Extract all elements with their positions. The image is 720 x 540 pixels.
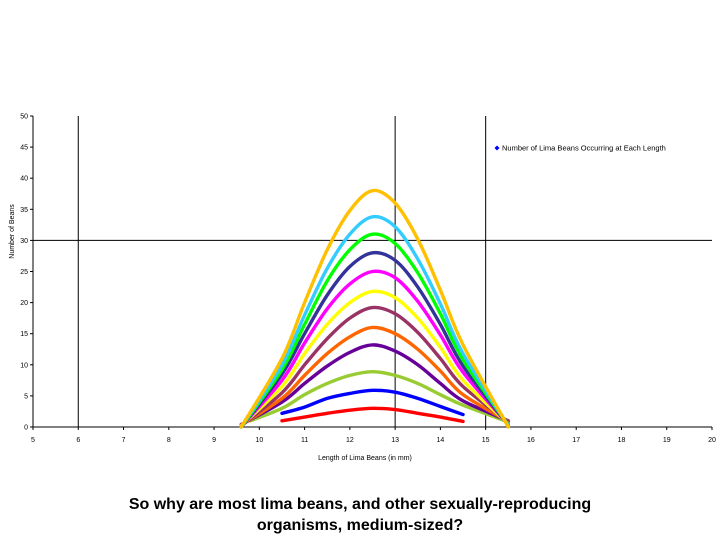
y-tick-label: 10 [20,362,28,369]
y-tick-label: 20 [20,300,28,307]
legend-label: Number of Lima Beans Occurring at Each L… [502,144,666,153]
series-layer [239,188,510,429]
caption-line-2: organisms, medium-sized? [256,517,464,534]
x-tick-label: 7 [122,437,126,444]
series-line-8 [239,269,510,429]
y-tick-label: 0 [24,425,28,432]
series-line-12 [239,188,510,429]
y-tick-label: 30 [20,238,28,245]
x-tick-label: 19 [663,437,671,444]
legend-marker-diamond [494,145,500,151]
y-tick-label: 35 [20,207,28,214]
series-line-2 [280,388,465,417]
x-tick-label: 5 [31,437,35,444]
series-line-1 [280,406,465,424]
series-line-9 [239,250,510,429]
caption-line-1: So why are most lima beans, and other se… [128,496,592,513]
y-tick-label: 5 [24,393,28,400]
x-tick-label: 14 [437,437,445,444]
x-axis-title: Length of Lima Beans (in mm) [318,455,412,462]
series-line-11 [239,214,510,429]
x-tick-label: 8 [167,437,171,444]
series-line-6 [239,305,510,428]
y-tick-labels: 0 5 10 15 20 25 30 35 40 45 50 [20,114,33,432]
series-line-4 [239,343,510,427]
x-tick-label: 6 [76,437,80,444]
y-axis-title: Number of Beans [9,204,16,259]
x-tick-labels: 5 6 7 8 9 10 11 12 13 14 15 16 17 18 19 20 [31,427,716,444]
series-line-7 [239,289,510,428]
y-tick-label: 15 [20,331,28,338]
x-tick-label: 20 [708,437,716,444]
legend: Number of Lima Beans Occurring at Each L… [494,144,666,153]
series-line-5 [239,325,510,427]
y-tick-label: 45 [20,145,28,152]
y-tick-label: 25 [20,269,28,276]
x-tick-label: 16 [527,437,535,444]
slide-caption: So why are most lima beans, and other se… [0,494,720,536]
x-tick-label: 10 [255,437,263,444]
x-tick-label: 12 [346,437,354,444]
x-tick-label: 17 [572,437,580,444]
x-tick-label: 13 [391,437,399,444]
x-tick-label: 11 [301,437,308,444]
y-tick-label: 40 [20,176,28,183]
series-line-10 [239,232,510,429]
y-tick-label: 50 [20,114,28,121]
x-tick-label: 18 [618,437,626,444]
x-tick-label: 15 [482,437,490,444]
series-line-3 [248,369,510,424]
x-tick-label: 9 [212,437,216,444]
